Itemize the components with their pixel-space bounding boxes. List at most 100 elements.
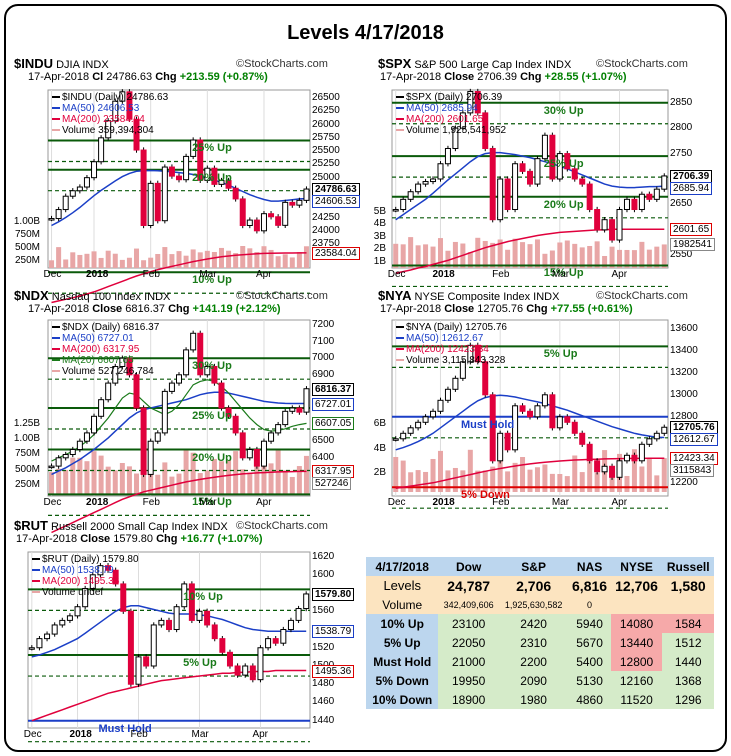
chart-subheader: 17-Apr-2018 Close 1579.80 Chg +16.77 (+1… <box>14 533 262 545</box>
legend-text: MA(200) 2601.65 <box>406 114 484 125</box>
legend-item: Volume undef <box>32 587 139 598</box>
legend-text: Volume 359,394,304 <box>62 125 154 136</box>
legend-text: MA(20) 6607.05 <box>62 355 134 366</box>
candle-body <box>467 91 474 114</box>
value-tag-close: 6816.37 <box>312 382 355 396</box>
volume-tick-label: 1.00B <box>13 433 40 445</box>
volume-bar <box>497 452 503 492</box>
legend-text: MA(50) 24606.53 <box>62 103 140 114</box>
volume-bar <box>254 252 260 268</box>
volume-bar <box>296 252 302 268</box>
volume-bar <box>423 471 429 492</box>
legend-swatch <box>396 337 404 340</box>
legend-swatch <box>32 591 40 594</box>
volume-bar <box>564 240 570 268</box>
candle-body <box>176 175 182 181</box>
legend-swatch <box>396 96 404 99</box>
volume-bar <box>303 246 309 268</box>
candle-body <box>66 615 73 621</box>
y-tick-label: 2750 <box>670 147 693 159</box>
table-header-cell: 4/17/2018 <box>366 557 439 576</box>
candle-body <box>105 565 112 571</box>
level-label: 25% Up <box>543 158 584 171</box>
candle-body <box>183 155 190 181</box>
volume-bar <box>126 466 132 494</box>
legend-text: MA(50) 1538.79 <box>42 565 114 576</box>
candle-body <box>161 166 168 222</box>
date-label: 17-Apr-2018 <box>380 303 442 315</box>
table-cell: 19950 <box>438 671 499 690</box>
volume-bar <box>587 245 593 268</box>
volume-bar <box>520 457 526 492</box>
candle-body <box>268 213 275 218</box>
volume-bar <box>289 476 295 494</box>
volume-bar <box>240 246 246 268</box>
volume-bar <box>155 474 161 494</box>
table-cell: 4860 <box>568 690 611 709</box>
candle-body <box>161 390 168 434</box>
x-tick-label: Feb <box>142 497 160 508</box>
y-tick-label: 2550 <box>670 249 693 261</box>
legend-swatch <box>396 348 404 351</box>
candle-body <box>601 219 608 231</box>
candle-body <box>91 415 98 434</box>
candle-body <box>74 606 81 617</box>
candle-body <box>112 365 119 384</box>
table-row-label: Volume <box>366 595 439 614</box>
volume-bar <box>91 251 97 268</box>
x-tick-label: 2018 <box>432 269 455 280</box>
legend-text: MA(200) 6317.95 <box>62 344 140 355</box>
candle-body <box>549 134 556 180</box>
level-label: 10% Up <box>183 591 223 604</box>
table-header-cell: NYSE <box>610 557 663 576</box>
table-row: 10% Up 23100 2420 5940 14080 1584 <box>366 614 714 633</box>
volume-tick-label: 2B <box>373 243 386 255</box>
candle-body <box>225 407 232 417</box>
candle-body <box>295 608 302 621</box>
level-label: 20% Up <box>543 198 584 211</box>
candle-body <box>196 610 203 621</box>
candle-body <box>609 219 616 241</box>
candle-body <box>275 216 282 226</box>
candle-body <box>154 182 161 222</box>
volume-bar <box>646 458 652 492</box>
level-label: 30% Up <box>543 104 584 117</box>
candle-body <box>168 382 175 392</box>
candle-body <box>48 218 55 221</box>
date-label: 17-Apr-2018 <box>28 71 90 83</box>
y-tick-label: 1600 <box>312 568 335 580</box>
level-label: Must Hold <box>98 722 152 735</box>
volume-bar <box>400 460 406 492</box>
candle-body <box>105 382 112 401</box>
candle-body <box>631 198 638 211</box>
volume-bar <box>84 461 90 494</box>
candle-body <box>631 454 638 462</box>
volume-bar <box>437 238 443 268</box>
candle-body <box>188 583 195 621</box>
table-cell: 12160 <box>610 671 663 690</box>
volume-bar <box>445 470 451 492</box>
candle-body <box>444 147 451 165</box>
volume-bar <box>77 254 83 268</box>
close-value: 12705.76 <box>477 303 524 315</box>
symbol-label: $SPX <box>378 56 412 71</box>
volume-bar <box>579 472 585 492</box>
volume-bar <box>49 472 55 494</box>
legend-item: MA(200) 12423.34 <box>396 344 507 355</box>
y-tick-label: 1440 <box>312 714 335 726</box>
table-row-label: Levels <box>366 576 439 595</box>
volume-bar <box>631 449 637 492</box>
x-tick-label: Feb <box>142 269 160 280</box>
y-tick-label: 25250 <box>312 158 340 170</box>
candle-body <box>646 193 653 200</box>
candle-body <box>219 638 226 653</box>
volume-bar <box>564 476 570 492</box>
table-cell: 12800 <box>610 652 663 671</box>
volume-tick-label: 4B <box>373 442 386 454</box>
table-row: Must Hold 21000 2200 5400 12800 1440 <box>366 652 714 671</box>
table-row: Levels 24,787 2,706 6,816 12,706 1,580 <box>366 576 714 595</box>
value-tag-volume: 1982541 <box>670 238 715 251</box>
candle-body <box>44 633 51 640</box>
candle-body <box>232 415 239 434</box>
volume-bar <box>460 470 466 492</box>
